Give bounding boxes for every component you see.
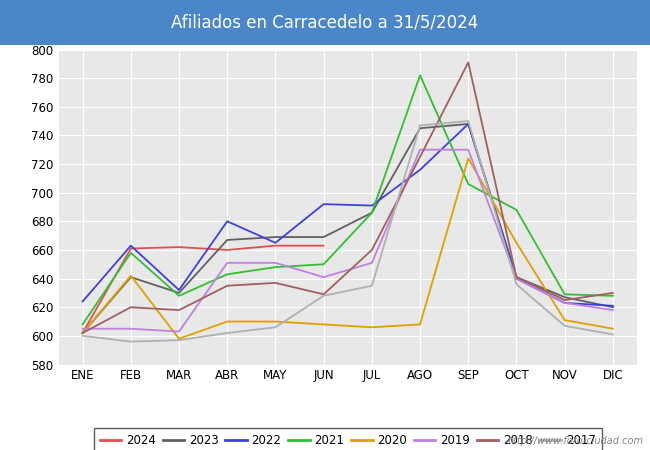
Text: http://www.foro-ciudad.com: http://www.foro-ciudad.com: [508, 436, 644, 446]
Legend: 2024, 2023, 2022, 2021, 2020, 2019, 2018, 2017: 2024, 2023, 2022, 2021, 2020, 2019, 2018…: [94, 428, 602, 450]
Text: Afiliados en Carracedelo a 31/5/2024: Afiliados en Carracedelo a 31/5/2024: [172, 14, 478, 32]
